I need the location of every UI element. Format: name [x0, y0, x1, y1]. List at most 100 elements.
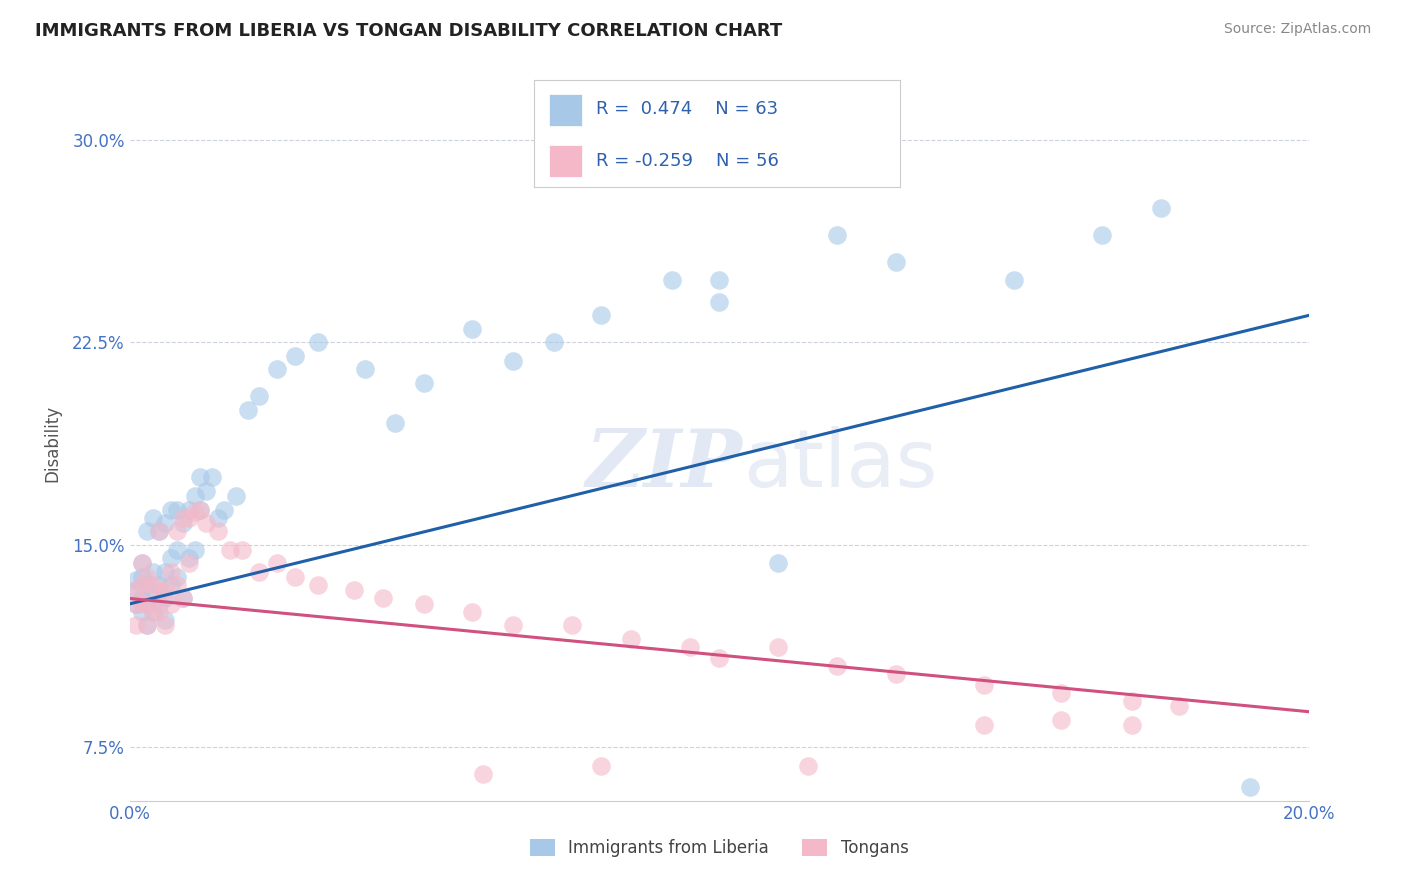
Point — [172, 591, 194, 606]
Bar — [548, 145, 582, 177]
Point — [160, 597, 183, 611]
Point — [247, 389, 270, 403]
Point — [166, 524, 188, 538]
Point — [177, 502, 200, 516]
Point — [131, 605, 153, 619]
Point — [131, 578, 153, 592]
Point — [707, 650, 730, 665]
Point — [136, 578, 159, 592]
Point — [160, 551, 183, 566]
Point — [148, 597, 170, 611]
Point — [160, 502, 183, 516]
Point — [460, 605, 482, 619]
Point — [124, 573, 146, 587]
Point — [472, 766, 495, 780]
Point — [825, 227, 848, 242]
Point — [502, 354, 524, 368]
Text: Source: ZipAtlas.com: Source: ZipAtlas.com — [1223, 22, 1371, 37]
Point — [266, 362, 288, 376]
Point — [661, 273, 683, 287]
Point — [142, 605, 165, 619]
Point — [796, 758, 818, 772]
Point — [153, 583, 176, 598]
Point — [136, 570, 159, 584]
Point — [284, 349, 307, 363]
Point — [766, 640, 789, 654]
Point — [620, 632, 643, 646]
Point — [707, 295, 730, 310]
Point — [153, 591, 176, 606]
Point — [153, 613, 176, 627]
Point — [354, 362, 377, 376]
Point — [124, 597, 146, 611]
Point — [1050, 686, 1073, 700]
Text: atlas: atlas — [742, 425, 936, 504]
Point — [307, 578, 329, 592]
Point — [413, 376, 436, 390]
Point — [591, 309, 613, 323]
Point — [207, 510, 229, 524]
Point — [177, 557, 200, 571]
Point — [1239, 780, 1261, 794]
Point — [307, 335, 329, 350]
Point — [1091, 227, 1114, 242]
Point — [973, 678, 995, 692]
Point — [884, 254, 907, 268]
Point — [190, 502, 212, 516]
Legend: Immigrants from Liberia, Tongans: Immigrants from Liberia, Tongans — [523, 832, 915, 863]
Point — [1121, 694, 1143, 708]
Point — [124, 618, 146, 632]
Point — [136, 597, 159, 611]
Point — [195, 483, 218, 498]
Point — [284, 570, 307, 584]
Point — [148, 524, 170, 538]
Point — [236, 402, 259, 417]
Text: R = -0.259    N = 56: R = -0.259 N = 56 — [596, 152, 779, 169]
Point — [190, 470, 212, 484]
Point — [153, 516, 176, 530]
Point — [1167, 699, 1189, 714]
Point — [212, 502, 235, 516]
Point — [201, 470, 224, 484]
Point — [136, 597, 159, 611]
Point — [460, 322, 482, 336]
Point — [166, 578, 188, 592]
Point — [1150, 201, 1173, 215]
Point — [183, 489, 205, 503]
Point — [124, 583, 146, 598]
Point — [225, 489, 247, 503]
Point — [131, 591, 153, 606]
Point — [166, 543, 188, 558]
Bar — [548, 95, 582, 127]
Y-axis label: Disability: Disability — [44, 405, 60, 482]
Point — [207, 524, 229, 538]
Point — [124, 583, 146, 598]
Point — [543, 335, 565, 350]
Point — [502, 618, 524, 632]
Point — [413, 597, 436, 611]
Point — [142, 586, 165, 600]
Point — [172, 516, 194, 530]
Point — [384, 417, 406, 431]
Point — [373, 591, 395, 606]
Point — [219, 543, 242, 558]
Point — [1050, 713, 1073, 727]
Point — [707, 273, 730, 287]
Point — [183, 543, 205, 558]
Point — [166, 570, 188, 584]
Text: R =  0.474    N = 63: R = 0.474 N = 63 — [596, 100, 779, 118]
Point — [142, 510, 165, 524]
Point — [825, 658, 848, 673]
Point — [148, 524, 170, 538]
Point — [136, 618, 159, 632]
Text: ZIP: ZIP — [586, 426, 742, 504]
Point — [148, 605, 170, 619]
Point — [124, 597, 146, 611]
Point — [195, 516, 218, 530]
Point — [172, 591, 194, 606]
Text: IMMIGRANTS FROM LIBERIA VS TONGAN DISABILITY CORRELATION CHART: IMMIGRANTS FROM LIBERIA VS TONGAN DISABI… — [35, 22, 782, 40]
Point — [172, 510, 194, 524]
Point — [1121, 718, 1143, 732]
Point — [766, 557, 789, 571]
Point — [148, 583, 170, 598]
